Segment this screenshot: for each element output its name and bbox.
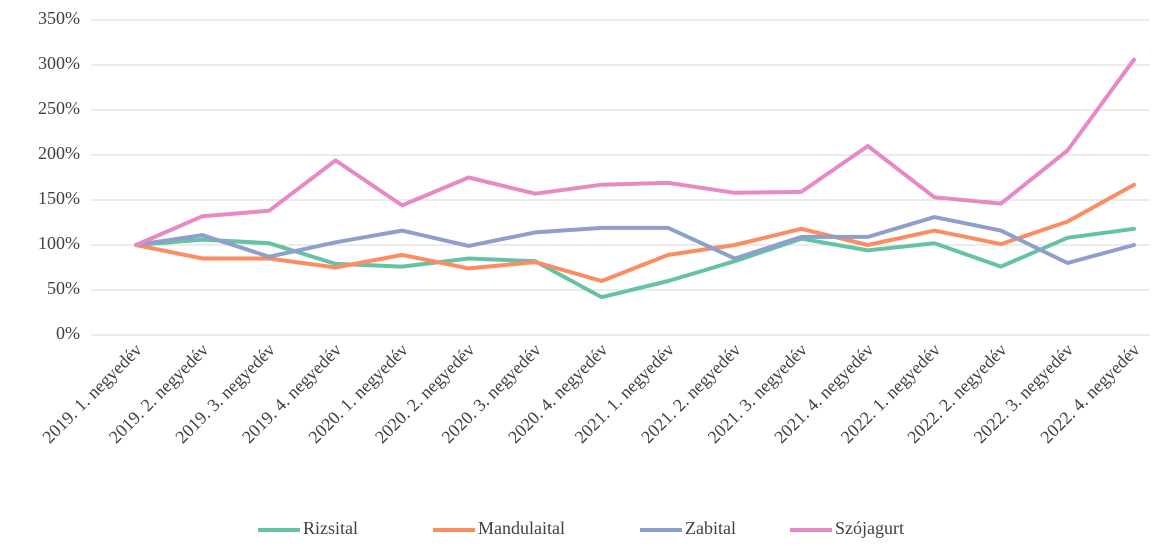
y-tick-label: 0%	[56, 323, 80, 343]
y-tick-label: 300%	[38, 53, 80, 73]
y-tick-label: 250%	[38, 98, 80, 118]
legend-label: Zabital	[685, 518, 736, 538]
legend-label: Szójagurt	[835, 518, 904, 538]
y-tick-label: 100%	[38, 233, 80, 253]
legend-label: Mandulaital	[478, 518, 565, 538]
series-line	[134, 226, 1136, 300]
y-tick-label: 50%	[47, 278, 80, 298]
series-line	[134, 57, 1136, 247]
legend-label: Rizsital	[303, 518, 358, 538]
y-tick-label: 200%	[38, 143, 80, 163]
series-line	[134, 215, 1136, 265]
series-line	[134, 182, 1136, 283]
y-tick-label: 350%	[38, 8, 80, 28]
y-tick-label: 150%	[38, 188, 80, 208]
